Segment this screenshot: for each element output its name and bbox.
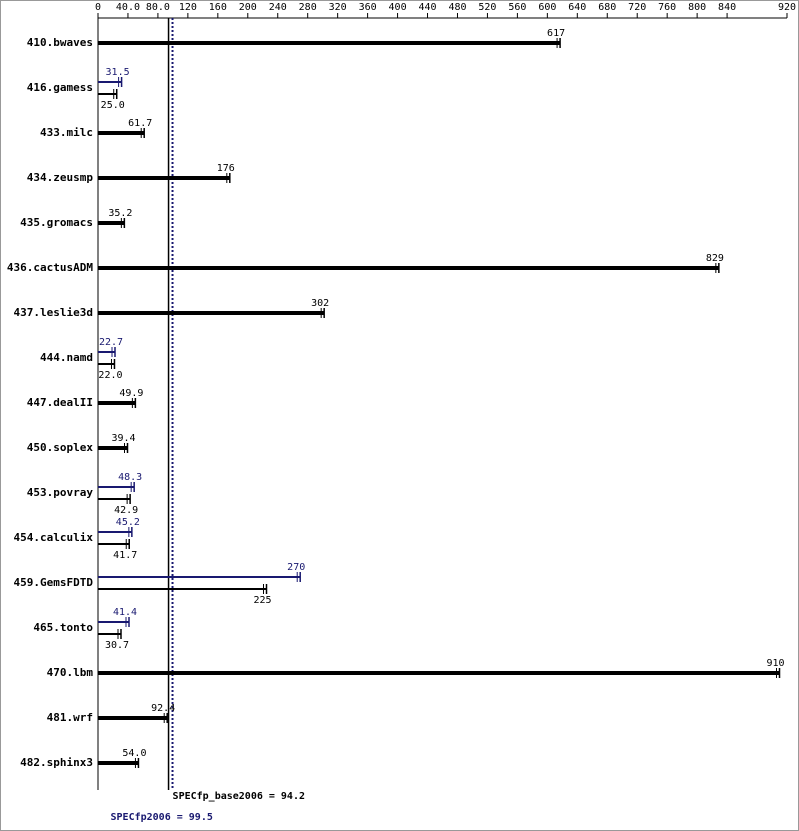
- value-label: 41.4: [113, 607, 137, 618]
- bar: [98, 131, 145, 135]
- bar: [98, 576, 301, 578]
- category-label: 454.calculix: [14, 531, 94, 544]
- value-label: 49.9: [119, 388, 143, 399]
- bar: [98, 446, 128, 450]
- x-tick-label: 440: [418, 2, 436, 13]
- category-label: 436.cactusADM: [7, 261, 93, 274]
- value-label: 54.0: [122, 748, 146, 759]
- reference-label: SPECfp_base2006 = 94.2: [173, 791, 305, 802]
- x-tick-label: 240: [269, 2, 287, 13]
- value-label: 41.7: [113, 550, 137, 561]
- value-label: 910: [766, 658, 784, 669]
- category-label: 435.gromacs: [20, 216, 93, 229]
- x-tick-label: 400: [389, 2, 407, 13]
- x-tick-label: 840: [718, 2, 736, 13]
- value-label: 45.2: [116, 517, 140, 528]
- x-tick-label: 200: [239, 2, 257, 13]
- bar: [98, 41, 561, 45]
- bar: [98, 588, 267, 590]
- bar: [98, 671, 780, 675]
- x-tick-label: 520: [478, 2, 496, 13]
- category-label: 481.wrf: [47, 711, 93, 724]
- bar: [98, 311, 325, 315]
- bar: [98, 266, 719, 270]
- value-label: 270: [287, 562, 305, 573]
- x-tick-label: 680: [598, 2, 616, 13]
- value-label: 92.4: [151, 703, 175, 714]
- category-label: 470.lbm: [47, 666, 94, 679]
- value-label: 225: [253, 595, 271, 606]
- bar: [98, 543, 130, 545]
- x-tick-label: 720: [628, 2, 646, 13]
- x-tick-label: 560: [508, 2, 526, 13]
- bar: [98, 486, 135, 488]
- category-label: 453.povray: [27, 486, 94, 499]
- x-tick-label: 160: [209, 2, 227, 13]
- x-tick-label: 360: [359, 2, 377, 13]
- category-label: 459.GemsFDTD: [14, 576, 94, 589]
- x-tick-label: 320: [329, 2, 347, 13]
- value-label: 30.7: [105, 640, 129, 651]
- value-label: 22.0: [98, 370, 122, 381]
- value-label: 617: [547, 28, 565, 39]
- category-label: 410.bwaves: [27, 36, 93, 49]
- bar: [98, 176, 230, 180]
- category-label: 434.zeusmp: [27, 171, 94, 184]
- bar: [98, 363, 115, 365]
- value-label: 31.5: [106, 67, 130, 78]
- value-label: 48.3: [118, 472, 142, 483]
- category-label: 416.gamess: [27, 81, 93, 94]
- x-tick-label: 0: [95, 2, 101, 13]
- x-tick-label: 920: [778, 2, 796, 13]
- bar: [98, 716, 168, 720]
- bar: [98, 221, 125, 225]
- value-label: 22.7: [99, 337, 123, 348]
- value-label: 42.9: [114, 505, 138, 516]
- x-tick-label: 280: [299, 2, 317, 13]
- value-label: 61.7: [128, 118, 152, 129]
- bar: [98, 531, 132, 533]
- value-label: 302: [311, 298, 329, 309]
- x-tick-label: 640: [568, 2, 586, 13]
- value-label: 39.4: [111, 433, 135, 444]
- value-label: 176: [217, 163, 235, 174]
- x-tick-label: 120: [179, 2, 197, 13]
- value-label: 35.2: [108, 208, 132, 219]
- bar: [98, 401, 136, 405]
- x-tick-label: 480: [448, 2, 466, 13]
- category-label: 444.namd: [40, 351, 93, 364]
- category-label: 437.leslie3d: [14, 306, 93, 319]
- bar: [98, 351, 116, 353]
- category-label: 465.tonto: [33, 621, 93, 634]
- reference-label: SPECfp2006 = 99.5: [111, 812, 213, 823]
- x-tick-label: 600: [538, 2, 556, 13]
- category-label: 447.dealII: [27, 396, 93, 409]
- category-label: 482.sphinx3: [20, 756, 93, 769]
- bar: [98, 761, 139, 765]
- value-label: 25.0: [101, 100, 125, 111]
- bar: [98, 93, 117, 95]
- category-label: 450.soplex: [27, 441, 94, 454]
- x-tick-label: 40.0: [116, 2, 140, 13]
- x-tick-label: 760: [658, 2, 676, 13]
- x-tick-label: 800: [688, 2, 706, 13]
- bar: [98, 498, 131, 500]
- bar: [98, 81, 122, 83]
- x-tick-label: 80.0: [146, 2, 170, 13]
- category-label: 433.milc: [40, 126, 93, 139]
- value-label: 829: [706, 253, 724, 264]
- bar: [98, 621, 130, 623]
- bar: [98, 633, 121, 635]
